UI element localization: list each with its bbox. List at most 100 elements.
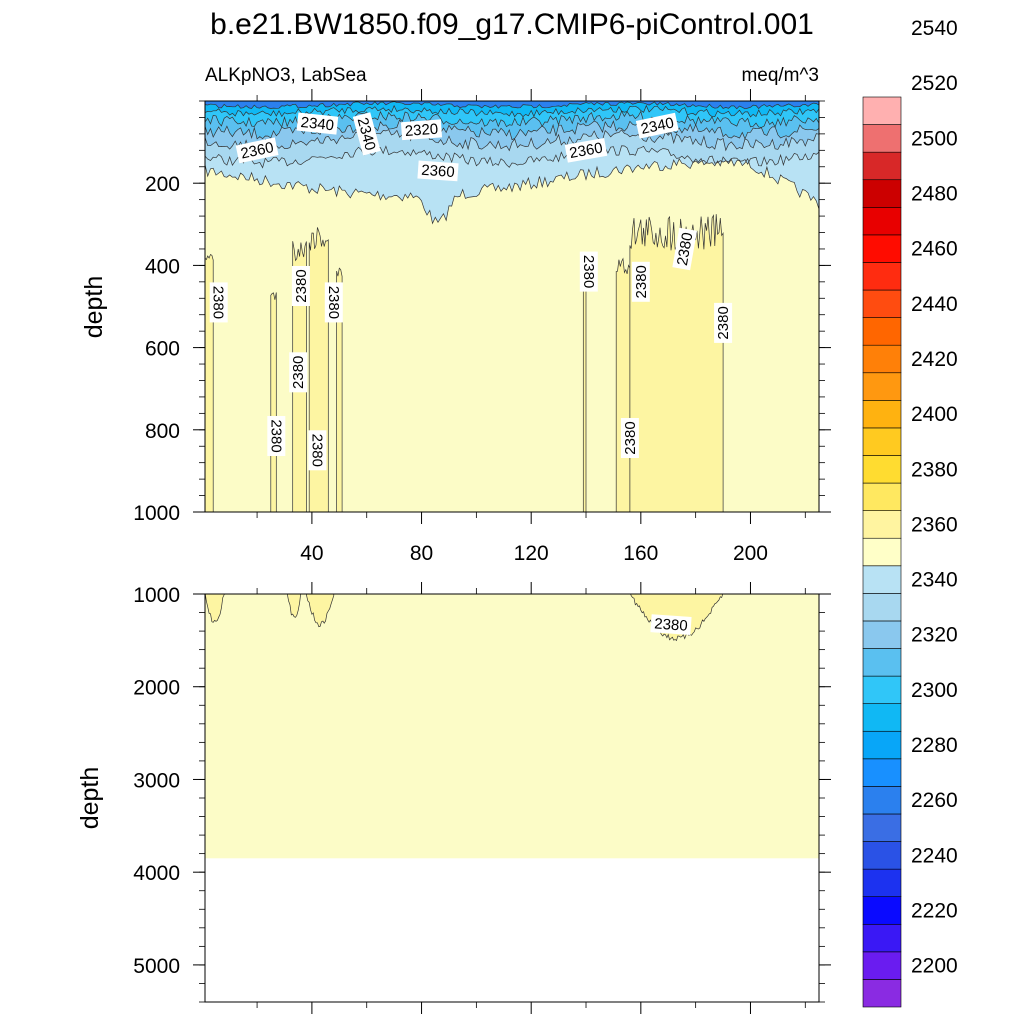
surface-contour-line (205, 101, 819, 110)
upper-panel-axes: 200 400 600 800 1000 40 80 120 160 200 (133, 89, 831, 565)
variable-label: ALKpNO3, LabSea (205, 65, 367, 86)
x-tick-label: 200 (733, 542, 768, 565)
colorbar-tick-label: 2540 (911, 17, 958, 40)
contour-label: 2380 (631, 261, 650, 302)
upper-panel: 200 400 600 800 1000 40 80 120 160 200 2340 2340 23… (80, 89, 831, 565)
y-tick-label: 1000 (133, 584, 180, 607)
colorbar-swatch (862, 400, 902, 429)
colorbar-swatch (862, 124, 902, 153)
contour-label-text: 2380 (293, 269, 310, 302)
contour-label-text: 2380 (674, 231, 697, 267)
contour-label: 2380 (308, 430, 327, 471)
colorbar-tick-label: 2200 (911, 955, 958, 978)
x-tick-label: 120 (514, 542, 549, 565)
colorbar-swatch (862, 372, 902, 401)
core-region-fill (582, 270, 587, 512)
contour-label-background (289, 352, 308, 393)
colorbar-swatch (862, 951, 902, 980)
colorbar-tick-label: 2460 (911, 238, 958, 261)
contour-label-background (564, 137, 608, 163)
y-tick-label: 5000 (133, 955, 180, 978)
contour-label: 2380 (289, 352, 308, 393)
colorbar-swatch (862, 344, 902, 374)
contour-label: 2380 (209, 282, 228, 323)
core-region-fill (306, 594, 335, 628)
upper-panel-y-axis-label: depth (80, 276, 108, 339)
contour-label-text: 2360 (421, 162, 455, 181)
colorbar-tick-label: 2220 (911, 900, 958, 923)
colorbar: 2200 2220 2240 2260 2280 2300 2320 2340 2360 2380… (862, 17, 958, 1008)
contour-label: 2380 (324, 282, 343, 323)
colorbar-swatch (862, 179, 902, 208)
contour-label-text: 2380 (267, 419, 284, 452)
colorbar-tick-label: 2320 (911, 624, 958, 647)
contour-label: 2380 (267, 416, 286, 456)
colorbar-swatch (862, 979, 902, 1008)
colorbar-swatch (862, 317, 902, 346)
contour-label-text: 2380 (654, 615, 688, 634)
contour-label-background (235, 137, 279, 164)
y-tick-label: 600 (145, 338, 180, 361)
contour-label-background (267, 416, 286, 456)
contour-label-background (296, 112, 339, 135)
lower-panel-contour-labels: 2380 (650, 614, 692, 635)
contour-label: 2380 (650, 614, 692, 635)
colorbar-tick-label: 2420 (911, 348, 958, 371)
contour-label-background (308, 430, 327, 471)
contour-label: 2380 (620, 418, 639, 458)
core-region-fill (205, 594, 225, 623)
lower-panel-axes: 1000 2000 3000 4000 5000 (133, 582, 831, 1014)
contour-label: 2380 (579, 251, 598, 292)
colorbar-tick-label: 2360 (911, 513, 958, 536)
contour-label-background (417, 160, 459, 182)
colorbar-swatch (862, 593, 902, 622)
colorbar-swatch (862, 482, 902, 511)
colorbar-swatch (862, 565, 902, 594)
contour-label-text: 2360 (239, 139, 275, 163)
contour-label-text: 2380 (715, 306, 732, 339)
colorbar-tick-label: 2520 (911, 72, 958, 95)
contour-label: 2320 (400, 119, 443, 141)
colorbar-swatch (862, 675, 902, 704)
contour-label-background (672, 227, 698, 271)
contour-label: 2360 (417, 160, 459, 182)
contour-label-background (291, 266, 310, 306)
x-tick-label: 40 (300, 542, 323, 565)
y-tick-label: 2000 (133, 677, 180, 700)
colorbar-swatch (862, 234, 902, 263)
surface-contour-line (205, 104, 819, 118)
surface-layer-fill (205, 101, 819, 117)
colorbar-swatch (862, 648, 902, 677)
contour-label-background (650, 614, 692, 635)
contour-label: 2380 (714, 302, 733, 343)
colorbar-swatch (862, 868, 902, 897)
lower-panel-y-axis-label: depth (76, 767, 104, 830)
contour-label-background (209, 282, 228, 323)
contour-label-text: 2380 (622, 421, 639, 454)
x-tick-label: 160 (623, 542, 658, 565)
y-tick-label: 4000 (133, 862, 180, 885)
colorbar-swatch (862, 151, 902, 181)
contour-label: 2380 (291, 266, 310, 306)
lower-panel: 1000 2000 3000 4000 5000 2380 depth (76, 582, 831, 1014)
y-tick-label: 200 (145, 173, 180, 196)
contour-label-background (324, 282, 343, 323)
contour-label-text: 2340 (639, 114, 675, 138)
contour-label-text: 2380 (290, 356, 307, 389)
core-region-fill (286, 594, 302, 618)
contour-label-text: 2360 (568, 140, 604, 163)
colorbar-tick-label: 2340 (911, 569, 958, 592)
core-region-fill (615, 257, 631, 512)
surface-contour-line (205, 145, 819, 169)
colorbar-tick-label: 2440 (911, 293, 958, 316)
contour-label-background (631, 261, 650, 302)
contour-label-text: 2380 (580, 255, 597, 288)
contour-label-text: 2380 (308, 434, 325, 467)
colorbar-swatch (862, 896, 902, 925)
colorbar-swatch (862, 730, 902, 760)
contour-label: 2380 (672, 227, 698, 271)
colorbar-swatch (862, 510, 902, 539)
surface-contour-line (205, 129, 819, 152)
deep-water-fill (205, 594, 819, 859)
